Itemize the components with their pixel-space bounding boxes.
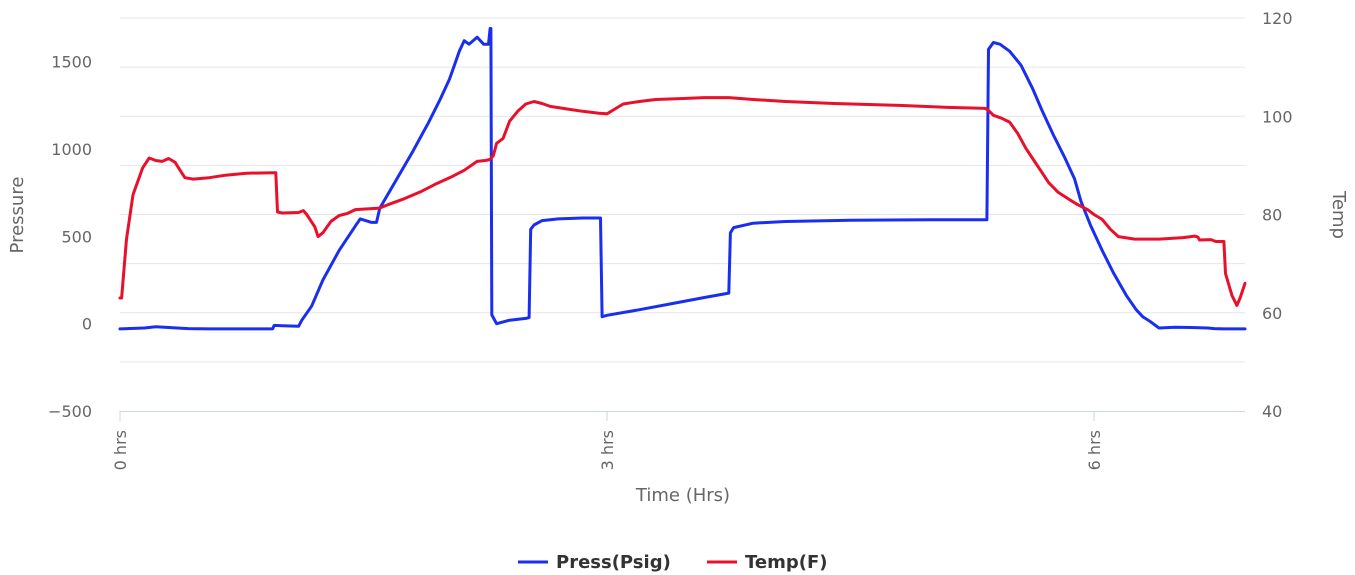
- y-right-tick-label: 60: [1262, 304, 1282, 323]
- x-tick-label: 0 hrs: [111, 430, 130, 470]
- y-axis-left-title: Pressure: [7, 177, 28, 254]
- y-axis-right-ticks: 40 60 80 100 120: [1262, 9, 1293, 421]
- x-axis-title: Time (Hrs): [635, 485, 730, 506]
- legend-temp-f-label: Temp(F): [745, 552, 828, 573]
- y-right-tick-label: 40: [1262, 402, 1282, 421]
- x-tick-label: 6 hrs: [1085, 430, 1104, 470]
- y-right-tick-label: 120: [1262, 9, 1293, 28]
- y-left-tick-label: 1500: [51, 53, 92, 72]
- y-right-tick-label: 80: [1262, 206, 1282, 225]
- legend: Press(Psig) Temp(F): [518, 552, 828, 573]
- series-group: [118, 27, 1247, 331]
- series-line-press-psig: [118, 27, 1247, 331]
- series-line-temp-f: [118, 96, 1247, 307]
- x-tick-label: 3 hrs: [598, 430, 617, 470]
- y-left-tick-label: 500: [61, 227, 92, 246]
- y-axis-right-title: Temp: [1328, 190, 1349, 239]
- y-left-tick-label: −500: [48, 402, 92, 421]
- y-left-tick-label: 1000: [51, 140, 92, 159]
- y-left-tick-label: 0: [82, 315, 92, 334]
- legend-press-psig-label: Press(Psig): [556, 552, 671, 573]
- y-axis-left-ticks: −500 0 500 1000 1500: [48, 53, 92, 421]
- x-axis: 0 hrs 3 hrs 6 hrs: [111, 411, 1245, 470]
- y-right-tick-label: 100: [1262, 107, 1293, 126]
